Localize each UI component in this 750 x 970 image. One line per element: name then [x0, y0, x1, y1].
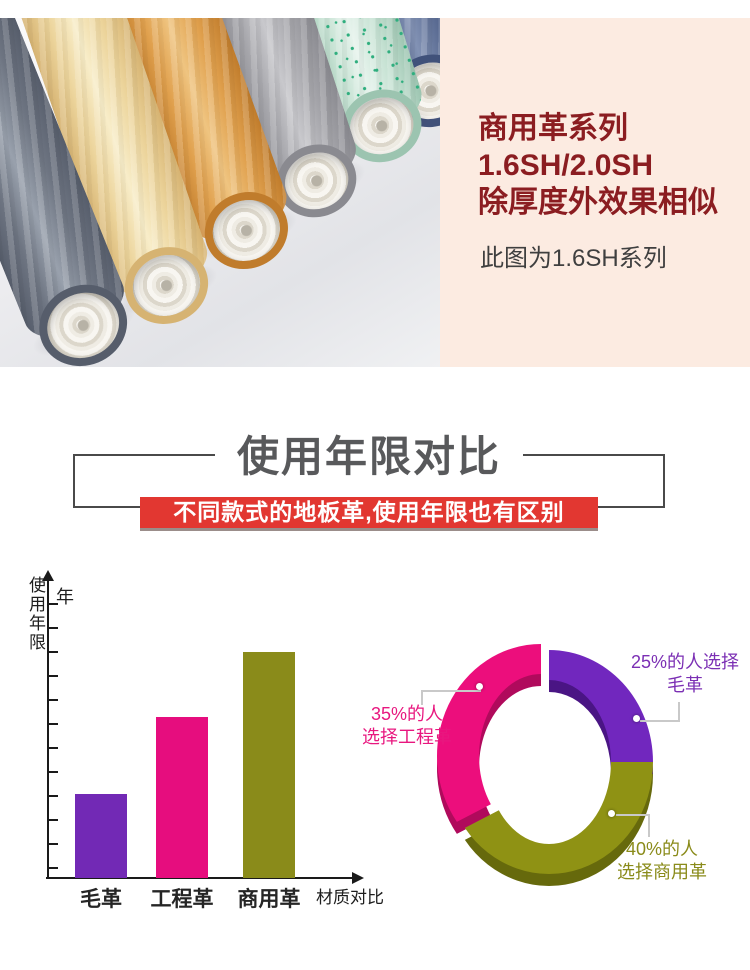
donut-connector-40 — [616, 814, 650, 837]
donut-dot-25 — [633, 715, 640, 722]
donut-label-25-line1: 25%的人选择 — [630, 652, 740, 672]
bar-chart: 使用年限 年 材质对比 毛革 工程革 商用革 — [20, 570, 400, 920]
donut-face-毛革 — [549, 650, 653, 762]
bar-category-label: 商用革 — [237, 888, 301, 911]
hero-section: 商用革系列 1.6SH/2.0SH 除厚度外效果相似 此图为1.6SH系列 — [0, 18, 750, 367]
y-axis-tick — [49, 675, 58, 677]
y-axis-tick — [49, 867, 58, 869]
series-title-line1: 商用革系列 — [478, 112, 628, 145]
donut-label-40: 40%的人 选择商用革 — [606, 838, 718, 884]
bar-商用革 — [243, 652, 295, 878]
section-title: 使用年限对比 — [214, 423, 524, 485]
donut-face-选择商用革 — [464, 762, 653, 874]
series-title-line3: 除厚度外效果相似 — [478, 186, 718, 219]
donut-connector-35 — [421, 690, 481, 705]
bar-category-label: 工程革 — [150, 888, 214, 911]
y-axis-tick — [49, 771, 58, 773]
y-axis-tick — [49, 699, 58, 701]
y-axis-tick — [49, 819, 58, 821]
donut-label-25-line2: 毛革 — [667, 675, 703, 695]
series-info-panel: 商用革系列 1.6SH/2.0SH 除厚度外效果相似 此图为1.6SH系列 — [440, 18, 750, 367]
series-note: 此图为1.6SH系列 — [480, 245, 667, 272]
product-photo — [0, 18, 440, 367]
bar-工程革 — [156, 717, 208, 878]
donut-face-选择工程革 — [437, 644, 541, 822]
donut-chart — [437, 644, 653, 886]
donut-label-40-line1: 40%的人 — [625, 839, 699, 859]
bar-category-label: 毛革 — [80, 888, 122, 911]
donut-label-40-line2: 选择商用革 — [617, 862, 707, 882]
y-axis-tick — [49, 627, 58, 629]
y-axis-tick — [49, 723, 58, 725]
x-axis — [46, 877, 352, 879]
donut-label-35: 35%的人 选择工程革 — [358, 703, 456, 749]
y-axis-tick — [49, 747, 58, 749]
series-title: 商用革系列 1.6SH/2.0SH 除厚度外效果相似 — [478, 110, 750, 221]
y-axis-unit: 年 — [56, 587, 74, 607]
donut-dot-35 — [476, 683, 483, 690]
donut-label-25: 25%的人选择 毛革 — [618, 651, 750, 697]
series-title-line2: 1.6SH/2.0SH — [478, 149, 654, 182]
donut-connector-25 — [640, 702, 680, 722]
subtitle-ribbon: 不同款式的地板革,使用年限也有区别 — [140, 497, 598, 528]
donut-dot-40 — [608, 810, 615, 817]
y-axis-tick — [49, 651, 58, 653]
donut-label-35-line2: 选择工程革 — [362, 727, 452, 747]
bar-毛革 — [75, 794, 127, 878]
roll-end-cap — [26, 271, 139, 367]
y-axis — [47, 579, 49, 879]
y-axis-arrow-icon — [42, 570, 54, 581]
x-axis-label: 材质对比 — [316, 888, 384, 907]
y-axis-label: 使用年限 — [26, 576, 45, 652]
y-axis-tick — [49, 795, 58, 797]
title-frame: 使用年限对比 不同款式的地板革,使用年限也有区别 — [73, 423, 665, 528]
x-axis-arrow-icon — [352, 872, 364, 884]
y-axis-tick — [49, 603, 58, 605]
donut-label-35-line1: 35%的人 — [370, 704, 444, 724]
y-axis-tick — [49, 843, 58, 845]
